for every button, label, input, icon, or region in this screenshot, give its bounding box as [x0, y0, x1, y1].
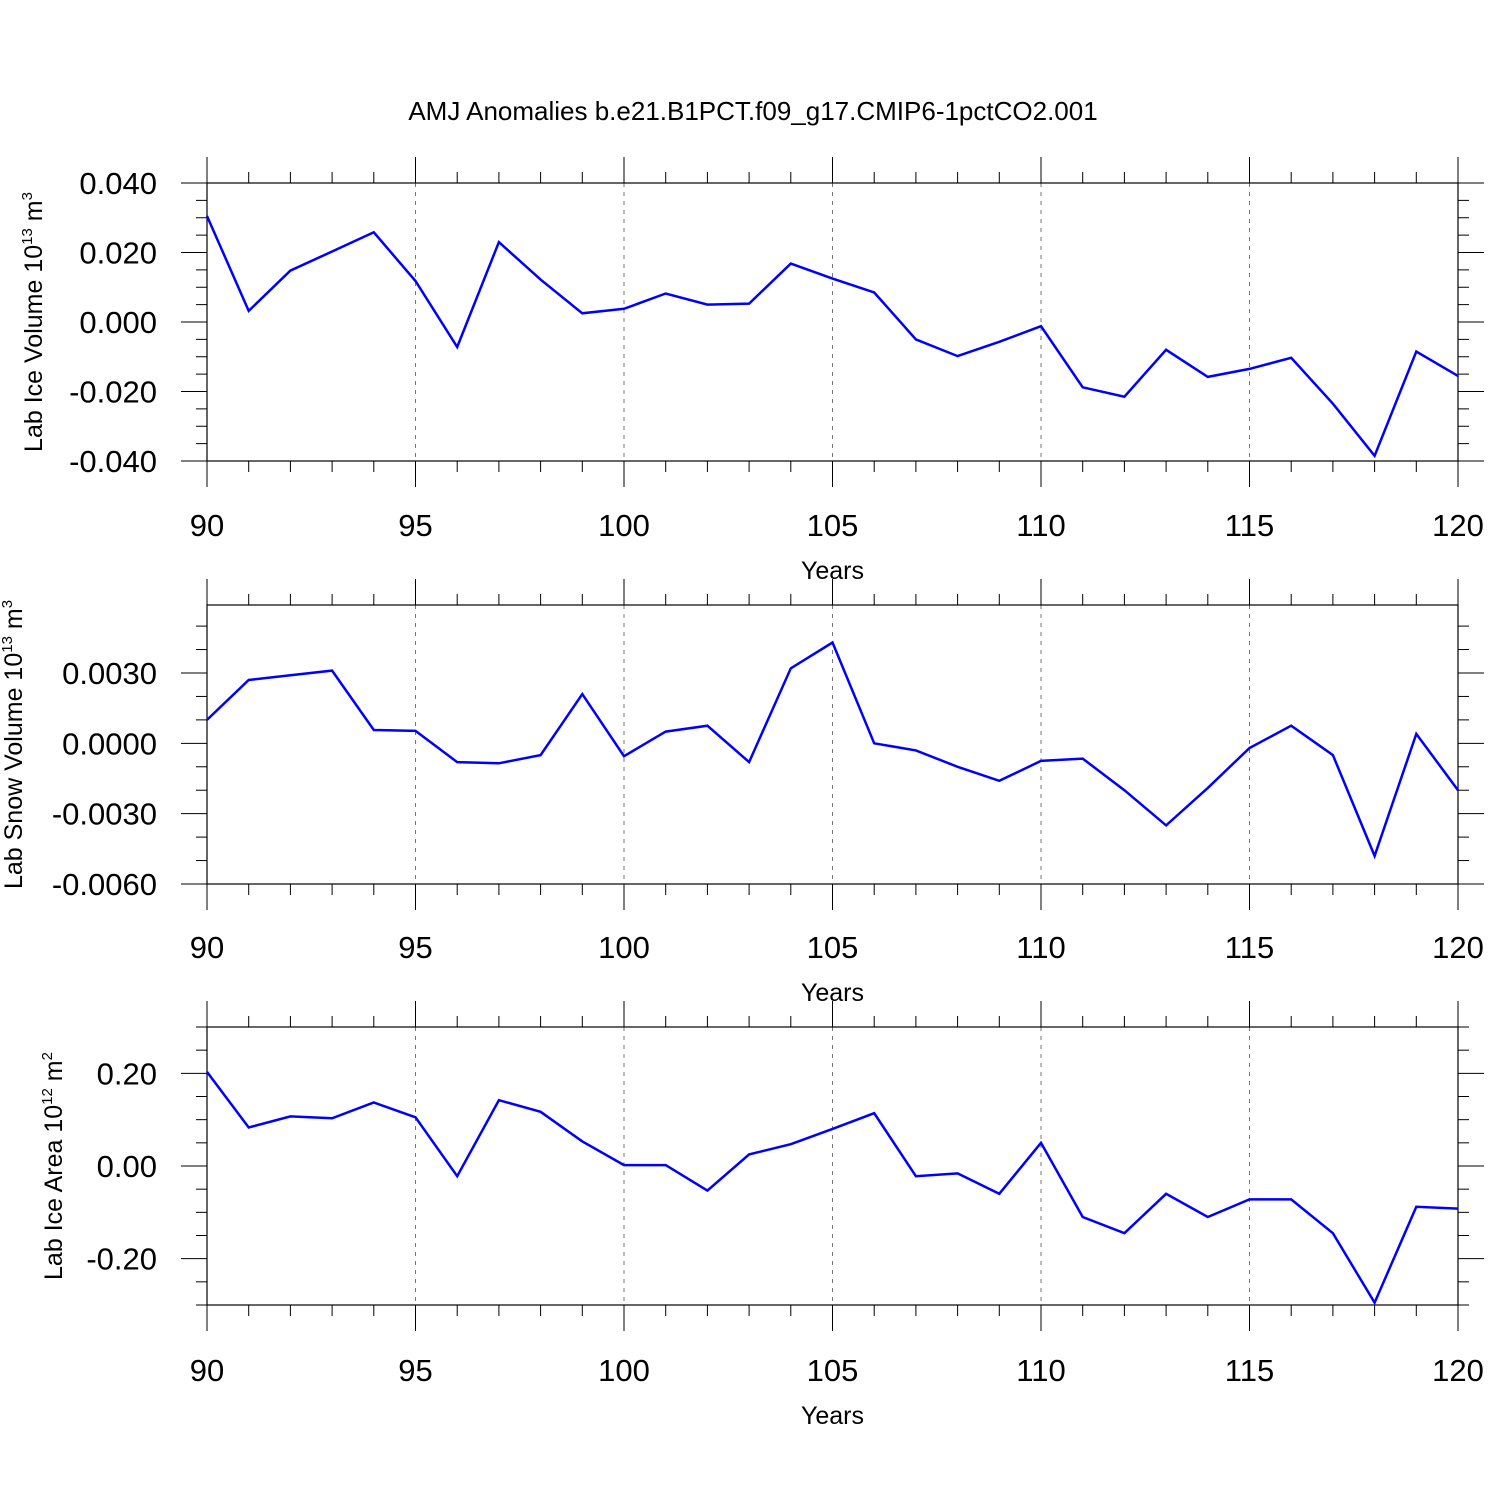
panel-3: 90 95 100 105 110 115 120 Years 0.20 0.00 -0.20 Lab… — [39, 1001, 1484, 1430]
y-axis-title: Lab Ice Area 1012 m2 — [39, 1052, 68, 1280]
x-tick-label: 90 — [190, 508, 224, 543]
x-tick-label: 105 — [807, 1353, 859, 1388]
x-tick-label: 95 — [398, 1353, 432, 1388]
panel-2: 90 95 100 105 110 115 120Years0.00300.0000-0.0… — [0, 579, 1484, 1007]
panels-container: 90 95 100 105 110 115 120 Years 0.040 0.020 0.000 -… — [0, 157, 1484, 1430]
x-tick-label: 110 — [1016, 508, 1065, 543]
series-line — [206, 640, 1460, 860]
y-axis-title: Lab Ice Volume 1013 m3 — [19, 192, 48, 452]
x-tick-label: 95 — [398, 930, 432, 965]
y-tick-label: 0.0030 — [62, 656, 157, 691]
x-tick-label: 100 — [598, 508, 650, 543]
x-tick-label: 100 — [598, 1353, 650, 1388]
y-tick-label: -0.020 — [69, 375, 157, 410]
x-tick-label: 120 — [1432, 508, 1484, 543]
y-axis-title: Lab Snow Volume 1013 m3 — [0, 600, 28, 889]
y-tick-label: -0.0030 — [52, 797, 157, 832]
x-tick-label: 110 — [1016, 1353, 1065, 1388]
x-tick-label: 120 — [1432, 1353, 1484, 1388]
x-tick-label: 115 — [1225, 508, 1274, 543]
x-tick-label: 120 — [1432, 930, 1484, 965]
series-line — [205, 215, 1459, 459]
y-tick-label: -0.20 — [86, 1242, 157, 1277]
y-tick-label: -0.0060 — [52, 867, 157, 902]
y-tick-label: -0.040 — [69, 444, 157, 479]
x-tick-label: 115 — [1225, 1353, 1274, 1388]
x-axis-title: Years — [801, 1402, 864, 1430]
y-tick-label: 0.20 — [97, 1056, 157, 1091]
y-tick-label: 0.020 — [79, 236, 157, 271]
y-tick-label: 0.040 — [79, 166, 157, 201]
x-tick-label: 110 — [1016, 930, 1065, 965]
panel-1: 90 95 100 105 110 115 120Years0.0400.0200.000-… — [19, 157, 1484, 585]
y-tick-label: 0.000 — [79, 305, 157, 340]
x-tick-label: 100 — [598, 930, 650, 965]
series-line — [206, 1071, 1459, 1306]
chart-title: AMJ Anomalies b.e21.B1PCT.f09_g17.CMIP6-… — [408, 96, 1097, 126]
x-tick-label: 115 — [1225, 930, 1274, 965]
y-tick-label: 0.0000 — [62, 726, 157, 761]
x-tick-label: 105 — [807, 508, 859, 543]
x-tick-label: 105 — [807, 930, 859, 965]
x-tick-label: 95 — [398, 508, 432, 543]
x-tick-label: 90 — [190, 1353, 224, 1388]
y-tick-label: 0.00 — [97, 1149, 157, 1184]
x-tick-label: 90 — [190, 930, 224, 965]
